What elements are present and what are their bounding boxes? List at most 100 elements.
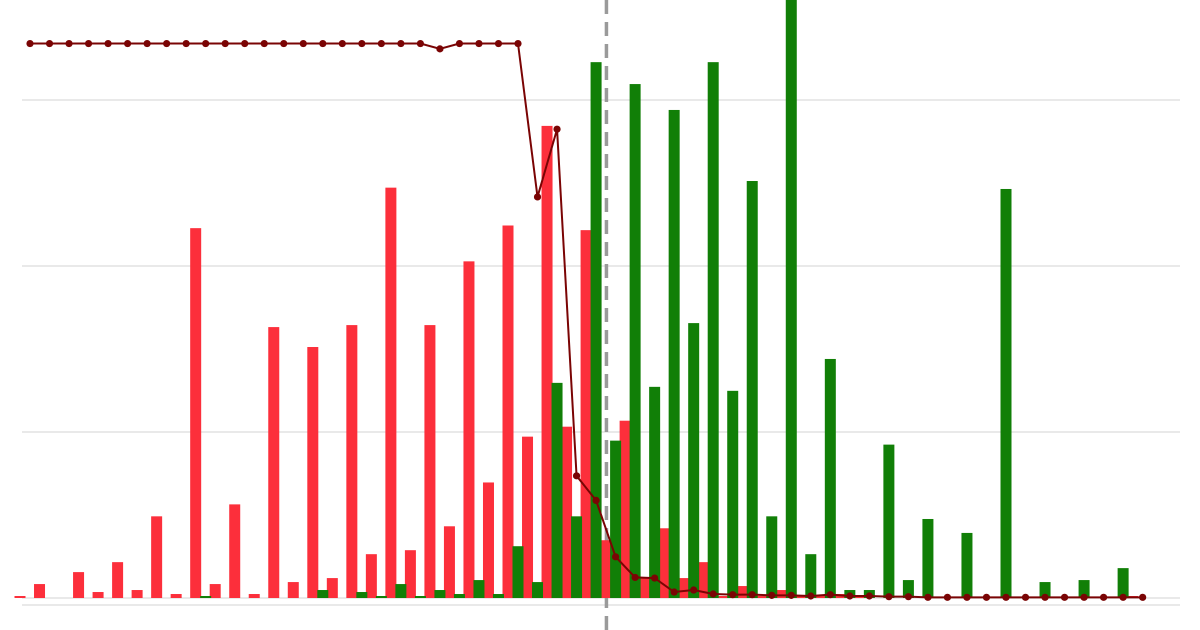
line-point xyxy=(1139,593,1147,601)
bar xyxy=(717,596,729,598)
bar xyxy=(658,528,670,598)
bar xyxy=(707,62,719,599)
bar xyxy=(434,590,446,598)
bar xyxy=(619,420,631,598)
line-point xyxy=(846,592,854,600)
bar xyxy=(727,390,739,598)
bar xyxy=(902,580,914,598)
bar xyxy=(34,584,46,598)
bar xyxy=(697,562,709,598)
bar xyxy=(746,181,758,598)
line-point xyxy=(709,590,717,598)
line-point xyxy=(221,39,229,48)
line-point xyxy=(1100,593,1108,601)
bar xyxy=(610,440,622,598)
bar xyxy=(443,526,455,598)
bar xyxy=(639,578,651,598)
bar xyxy=(649,386,661,598)
bar xyxy=(112,562,124,598)
line-series xyxy=(26,39,1147,601)
line-point xyxy=(377,39,385,48)
bar xyxy=(1078,580,1090,598)
bar xyxy=(151,516,163,598)
bar xyxy=(678,578,690,598)
line-point xyxy=(455,39,464,48)
line-point xyxy=(45,39,54,48)
bar xyxy=(14,596,26,598)
line-point xyxy=(1060,593,1069,601)
bar xyxy=(414,596,426,598)
bar xyxy=(766,516,778,598)
bar xyxy=(688,323,700,598)
bar xyxy=(805,554,817,598)
line-point xyxy=(65,39,73,48)
line-point xyxy=(202,39,210,48)
line-point xyxy=(475,39,483,48)
line-point xyxy=(319,39,327,48)
line-point xyxy=(494,39,503,48)
bar xyxy=(1117,568,1129,598)
line-point xyxy=(1041,593,1049,601)
line-point xyxy=(748,591,756,599)
bar xyxy=(668,109,680,599)
line-point xyxy=(397,39,405,48)
line-point xyxy=(612,553,620,561)
line-point xyxy=(280,39,288,48)
line-point xyxy=(1021,593,1030,601)
line-point xyxy=(436,45,444,53)
bar xyxy=(326,578,338,598)
bar xyxy=(961,532,973,598)
bar xyxy=(73,572,85,598)
bar xyxy=(268,327,280,598)
bar xyxy=(317,590,329,598)
bar xyxy=(785,0,797,598)
line-point xyxy=(885,593,893,601)
line-point xyxy=(592,496,600,504)
line-point xyxy=(631,573,639,582)
bar xyxy=(307,347,319,598)
bar xyxy=(571,516,583,598)
bar xyxy=(736,586,748,598)
line-point xyxy=(572,472,581,480)
bar xyxy=(375,596,387,598)
line-point xyxy=(338,39,346,48)
line-point xyxy=(1119,593,1127,601)
line-point xyxy=(416,39,424,48)
bar xyxy=(922,518,934,598)
line-point xyxy=(163,39,171,48)
line-point xyxy=(690,586,698,594)
bar xyxy=(200,596,212,598)
bar xyxy=(356,592,368,598)
bar xyxy=(346,325,358,598)
line-point xyxy=(260,39,268,48)
bar xyxy=(1039,582,1051,598)
bar xyxy=(1000,188,1012,598)
line-point xyxy=(104,39,112,48)
bar xyxy=(561,426,573,598)
bar xyxy=(170,594,182,598)
line-point xyxy=(182,39,190,48)
bar xyxy=(795,596,807,598)
bar xyxy=(522,436,534,598)
bar xyxy=(229,504,241,598)
line-point xyxy=(826,591,834,599)
bar xyxy=(395,584,407,598)
line-point xyxy=(963,593,971,601)
bar xyxy=(482,482,494,598)
bar xyxy=(365,554,377,598)
bar xyxy=(883,444,895,598)
line-point xyxy=(729,591,737,599)
line-point xyxy=(787,591,795,599)
bar xyxy=(190,228,202,599)
bar xyxy=(512,546,524,598)
bar xyxy=(629,84,641,598)
bar xyxy=(502,225,514,598)
bar xyxy=(492,594,504,598)
bar xyxy=(532,582,544,598)
line-point xyxy=(904,593,913,601)
line-point xyxy=(358,39,366,48)
bar xyxy=(385,187,397,598)
line-point xyxy=(26,39,34,48)
